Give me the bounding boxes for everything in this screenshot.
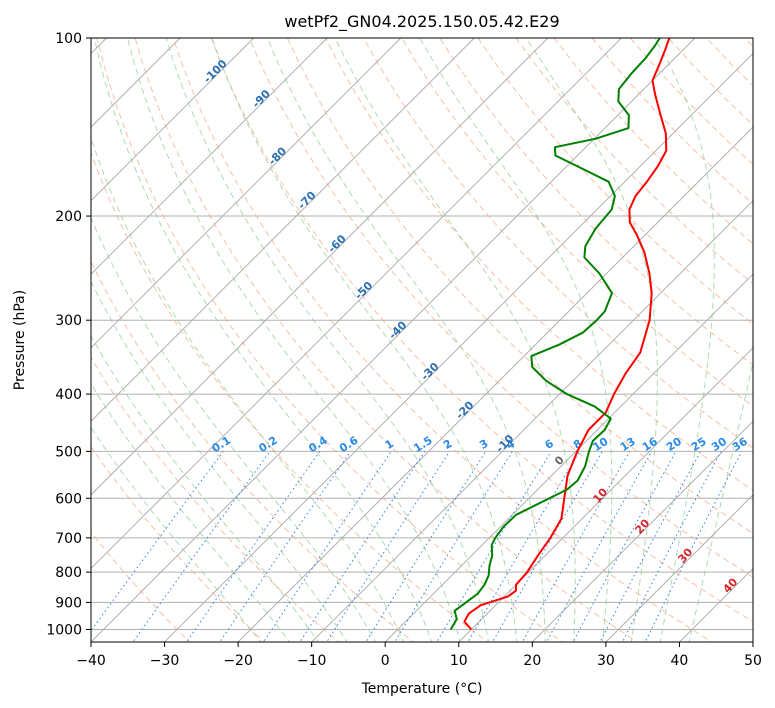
mixing-ratio-line-11 bbox=[492, 451, 603, 642]
dry-adiabat-0 bbox=[91, 260, 415, 642]
moist-adiabat-16 bbox=[211, 38, 518, 642]
mixing-ratio-line-6 bbox=[326, 451, 451, 642]
y-tick-label: 600 bbox=[55, 491, 82, 507]
y-tick-label: 300 bbox=[55, 313, 82, 329]
isotherm--100 bbox=[91, 38, 255, 202]
moist-adiabat-12 bbox=[165, 38, 489, 642]
isotherm-50 bbox=[752, 641, 753, 642]
moist-adiabat-24 bbox=[334, 38, 576, 642]
mixing-ratio-line-4 bbox=[262, 451, 392, 642]
mixing-ratio-line-3 bbox=[219, 451, 352, 642]
x-tick-label: 20 bbox=[523, 653, 541, 669]
mixing-ratio-line-0 bbox=[91, 451, 224, 632]
y-tick-label: 700 bbox=[55, 531, 82, 547]
y-tick-label: 200 bbox=[55, 209, 82, 225]
isotherm--70 bbox=[91, 38, 475, 423]
y-tick-label: 800 bbox=[55, 565, 82, 581]
y-tick-label: 400 bbox=[55, 387, 82, 403]
x-tick-label: 50 bbox=[744, 653, 762, 669]
x-tick-label: −20 bbox=[223, 653, 253, 669]
moist-adiabat--20 bbox=[91, 426, 262, 642]
mixing-ratio-line-16 bbox=[622, 451, 722, 642]
isotherm-10 bbox=[458, 347, 753, 642]
dry-adiabat--20 bbox=[91, 445, 265, 642]
temperature-profile bbox=[463, 38, 671, 631]
moist-adiabat--4 bbox=[91, 216, 376, 642]
moist-adiabat-28 bbox=[419, 38, 613, 642]
moist-adiabat-4 bbox=[93, 38, 433, 642]
moist-adiabat-36 bbox=[654, 38, 715, 642]
mixing-ratio-line-5 bbox=[299, 451, 426, 642]
dry-adiabat-60 bbox=[248, 38, 753, 578]
isotherm-0 bbox=[384, 273, 753, 642]
moist-adiabat-8 bbox=[127, 38, 461, 642]
dry-adiabat-50 bbox=[210, 38, 753, 623]
isotherm--50 bbox=[91, 38, 622, 570]
x-axis-title: Temperature (°C) bbox=[361, 681, 483, 697]
isotherm-20 bbox=[531, 420, 753, 642]
y-tick-label: 500 bbox=[55, 444, 82, 460]
dry-adiabat--10 bbox=[91, 356, 340, 642]
chart-title: wetPf2_GN04.2025.150.05.42.E29 bbox=[284, 12, 559, 32]
x-tick-label: 10 bbox=[450, 653, 468, 669]
plot-frame bbox=[90, 37, 754, 643]
dry-adiabat-70 bbox=[286, 38, 753, 535]
dry-adiabat-20 bbox=[96, 38, 564, 642]
isotherm--80 bbox=[91, 38, 402, 349]
isotherm--90 bbox=[91, 38, 328, 275]
x-tick-label: 0 bbox=[381, 653, 390, 669]
moist-adiabat-40 bbox=[688, 359, 753, 642]
moist-adiabat--16 bbox=[91, 382, 291, 642]
isotherm--10 bbox=[311, 199, 753, 642]
y-tick-label: 1000 bbox=[46, 622, 82, 638]
plot-background bbox=[91, 38, 753, 642]
dry-adiabat-40 bbox=[172, 38, 713, 642]
profiles bbox=[449, 38, 671, 631]
mixing-ratio-line-2 bbox=[185, 451, 321, 642]
dewpoint-profile bbox=[449, 38, 661, 631]
axes: −40 −30 −20 −10 0 10 20 30 40 50 100 200 300 400 500 60… bbox=[46, 31, 762, 669]
y-axis-title: Pressure (hPa) bbox=[12, 290, 28, 390]
isotherm-30 bbox=[605, 494, 753, 642]
dry-adiabat-120 bbox=[477, 38, 753, 325]
moist-adiabat-32 bbox=[525, 38, 658, 642]
dry-adiabat-110 bbox=[439, 38, 753, 366]
y-tick-label: 900 bbox=[55, 595, 82, 611]
moist-adiabat--8 bbox=[91, 280, 348, 642]
moist-adiabat-20 bbox=[266, 38, 546, 642]
dry-adiabat-100 bbox=[401, 38, 753, 407]
isotherm--20 bbox=[237, 126, 753, 642]
x-tick-label: 30 bbox=[597, 653, 615, 669]
moist-adiabat-0 bbox=[91, 136, 405, 642]
mixing-ratio-line-9 bbox=[436, 451, 552, 642]
x-tick-label: −40 bbox=[76, 653, 106, 669]
isotherm--30 bbox=[164, 52, 753, 642]
isotherm--60 bbox=[91, 38, 549, 496]
dry-adiabat-30 bbox=[134, 38, 639, 642]
mixing-ratio-line-17 bbox=[644, 451, 743, 642]
x-tick-label: −30 bbox=[150, 653, 180, 669]
y-tick-label: 100 bbox=[55, 31, 82, 47]
mixing-ratio-line-7 bbox=[365, 451, 487, 642]
x-tick-label: 40 bbox=[671, 653, 689, 669]
x-tick-label: −10 bbox=[297, 653, 327, 669]
dry-adiabat-80 bbox=[325, 38, 753, 491]
background-lines bbox=[91, 38, 753, 642]
mixing-ratio-line-8 bbox=[394, 451, 513, 642]
